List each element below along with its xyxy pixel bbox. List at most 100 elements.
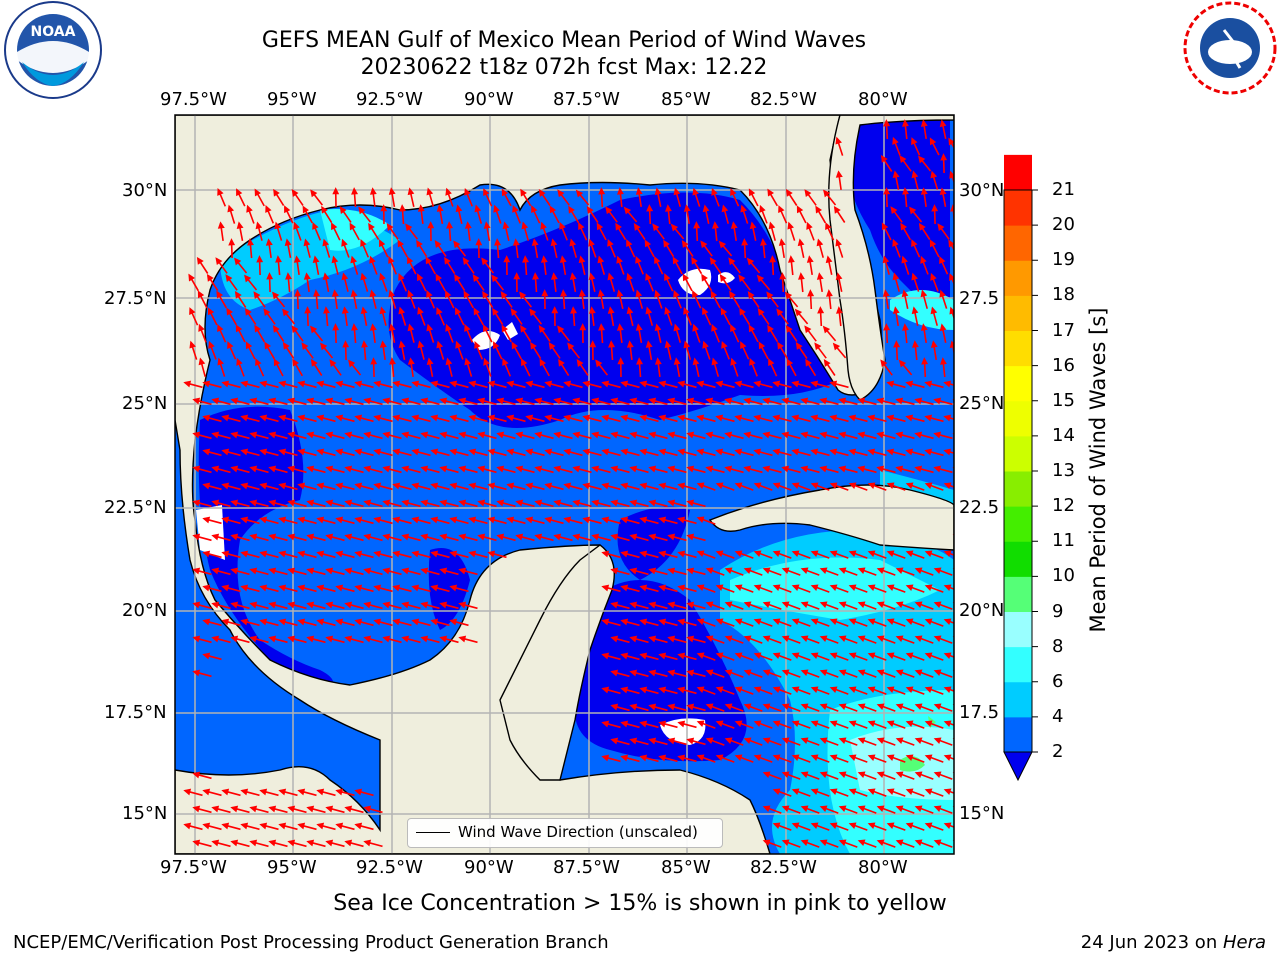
wave-direction-arrowhead: [629, 703, 638, 711]
wave-direction-arrowhead: [817, 306, 825, 314]
wave-direction-arrowhead: [838, 601, 847, 608]
wave-direction-arrowhead: [696, 720, 705, 727]
wave-direction-arrowhead: [234, 257, 242, 266]
wave-direction-arrowhead: [373, 380, 382, 388]
wave-direction-arrowhead: [721, 204, 729, 213]
wave-direction-arrowhead: [943, 618, 952, 625]
wave-direction-arrowhead: [816, 238, 824, 247]
wave-direction-arrowhead: [310, 325, 318, 334]
wave-direction-arrowhead: [822, 325, 831, 334]
wave-direction-arrowhead: [236, 188, 243, 197]
wave-direction-arrowhead: [620, 414, 629, 422]
wave-direction-arrowhead: [217, 221, 225, 229]
wave-direction-arrowhead: [646, 204, 654, 212]
wave-direction-arrowhead: [598, 323, 606, 331]
wave-direction-arrowhead: [598, 187, 606, 195]
wave-direction-arrowhead: [711, 357, 719, 366]
wave-direction-arrowhead: [739, 307, 746, 316]
wave-direction-arrowhead: [867, 448, 876, 456]
wave-direction-arrowhead: [519, 291, 527, 300]
wave-direction-arrowhead: [483, 221, 491, 229]
wave-direction-arrowhead: [867, 584, 876, 591]
wave-direction-arrowhead: [513, 272, 521, 280]
lon-tick-top: 85°W: [661, 89, 711, 110]
wave-direction-arrowhead: [558, 358, 565, 367]
wave-direction-arrowhead: [483, 324, 490, 333]
wave-direction-arrowhead: [899, 155, 907, 163]
wave-direction-arrowhead: [791, 754, 800, 761]
wave-direction-arrowhead: [350, 289, 358, 298]
wave-direction-arrowhead: [259, 414, 268, 422]
wave-direction-arrowhead: [933, 669, 942, 676]
wave-direction-arrowhead: [677, 448, 686, 456]
wave-direction-arrowhead: [867, 482, 876, 489]
wave-direction-arrowhead: [677, 380, 686, 388]
wave-direction-arrowhead: [487, 516, 496, 524]
wave-direction-arrowhead: [601, 720, 610, 728]
wave-direction-arrowhead: [563, 516, 572, 524]
wave-direction-arrowhead: [610, 703, 619, 711]
wave-direction-arrowhead: [743, 703, 752, 710]
wave-direction-arrowhead: [341, 238, 348, 247]
wave-direction-arrowhead: [293, 221, 300, 230]
wave-direction-arrowhead: [363, 839, 372, 847]
wave-direction-arrowhead: [323, 306, 330, 314]
wave-direction-arrowhead: [411, 584, 420, 592]
wave-direction-arrowhead: [464, 188, 471, 196]
wave-direction-arrowhead: [909, 206, 917, 215]
wave-direction-arrowhead: [677, 516, 686, 524]
wave-direction-arrowhead: [804, 189, 812, 197]
wave-direction-arrowhead: [734, 720, 743, 727]
wave-direction-arrowhead: [275, 255, 282, 263]
wave-direction-arrowhead: [597, 255, 605, 264]
wave-direction-arrowhead: [705, 431, 714, 439]
wave-direction-arrowhead: [838, 737, 847, 744]
wave-direction-arrowhead: [658, 652, 667, 660]
wave-direction-arrowhead: [696, 754, 705, 761]
wave-direction-arrowhead: [255, 221, 263, 230]
wave-direction-arrowhead: [487, 550, 496, 558]
wave-direction-arrowhead: [259, 822, 268, 830]
wave-direction-arrowhead: [240, 822, 249, 830]
wave-direction-arrowhead: [344, 533, 353, 541]
wave-direction-arrowhead: [819, 737, 828, 744]
wave-direction-arrowhead: [183, 788, 192, 796]
wave-direction-arrowhead: [848, 550, 857, 557]
wave-direction-arrowhead: [521, 221, 529, 230]
wave-direction-arrowhead: [857, 635, 866, 642]
wave-direction-arrowhead: [781, 567, 790, 574]
wave-direction-arrowhead: [325, 533, 334, 541]
wave-direction-arrowhead: [401, 601, 410, 609]
wave-direction-arrowhead: [905, 414, 914, 422]
wave-direction-arrowhead: [639, 754, 648, 762]
colorbar-segment: [1004, 681, 1032, 718]
wave-direction-arrowhead: [753, 618, 762, 625]
wave-direction-arrowhead: [420, 397, 429, 405]
wave-direction-arrowhead: [439, 601, 448, 609]
wave-direction-arrowhead: [578, 222, 585, 231]
wave-direction-arrowhead: [420, 465, 429, 473]
wave-direction-arrowhead: [686, 533, 695, 541]
wave-direction-arrowhead: [816, 272, 824, 280]
wave-direction-arrowhead: [762, 397, 771, 405]
wave-direction-arrowhead: [895, 431, 904, 439]
wave-direction-arrowhead: [791, 414, 800, 422]
wave-direction-arrowhead: [730, 324, 737, 333]
wave-direction-arrowhead: [392, 414, 401, 422]
wave-direction-arrowhead: [762, 737, 771, 744]
wave-direction-arrowhead: [230, 567, 239, 575]
wave-direction-arrowhead: [639, 482, 648, 490]
wave-direction-arrowhead: [255, 358, 262, 367]
wave-direction-arrowhead: [354, 618, 363, 626]
wave-direction-arrowhead: [654, 187, 662, 196]
lat-tick-left: 27.5°N: [104, 288, 167, 309]
wave-direction-arrowhead: [902, 323, 909, 331]
wave-direction-arrowhead: [557, 325, 565, 334]
wave-direction-arrowhead: [468, 380, 477, 388]
wave-direction-arrowhead: [230, 397, 239, 405]
wave-direction-arrowhead: [458, 533, 467, 541]
wave-direction-arrowhead: [800, 601, 809, 608]
wave-direction-arrowhead: [753, 686, 762, 693]
wave-direction-arrowhead: [388, 187, 396, 195]
wave-direction-arrowhead: [439, 533, 448, 541]
